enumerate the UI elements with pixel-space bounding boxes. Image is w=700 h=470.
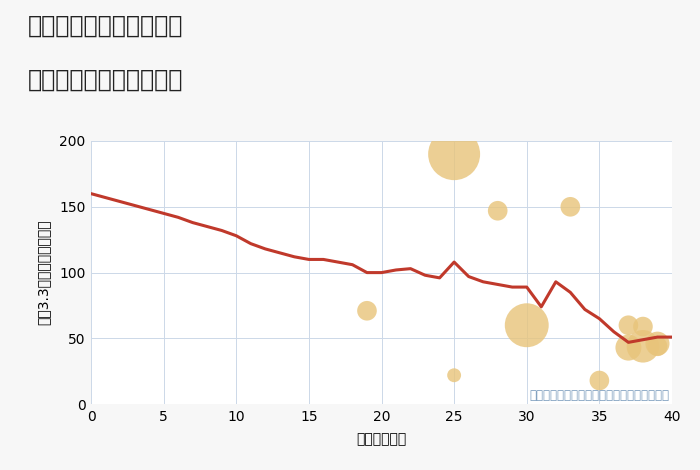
Point	[638, 323, 649, 330]
Text: 円の大きさは、取引のあった物件面積を示す: 円の大きさは、取引のあった物件面積を示す	[529, 389, 669, 401]
Point	[638, 343, 649, 350]
Point	[652, 343, 663, 350]
Point	[492, 207, 503, 214]
Point	[565, 203, 576, 211]
Point	[361, 307, 372, 314]
Point	[449, 150, 460, 158]
Point	[623, 344, 634, 352]
Text: 築年数別中古戸建て価格: 築年数別中古戸建て価格	[28, 68, 183, 92]
Point	[594, 377, 605, 384]
Point	[449, 371, 460, 379]
Y-axis label: 坪（3.3㎡）単価（万円）: 坪（3.3㎡）単価（万円）	[36, 220, 50, 325]
X-axis label: 築年数（年）: 築年数（年）	[356, 432, 407, 446]
Text: 大阪府東大阪市本庄西の: 大阪府東大阪市本庄西の	[28, 14, 183, 38]
Point	[623, 321, 634, 329]
Point	[652, 340, 663, 347]
Point	[521, 321, 532, 329]
